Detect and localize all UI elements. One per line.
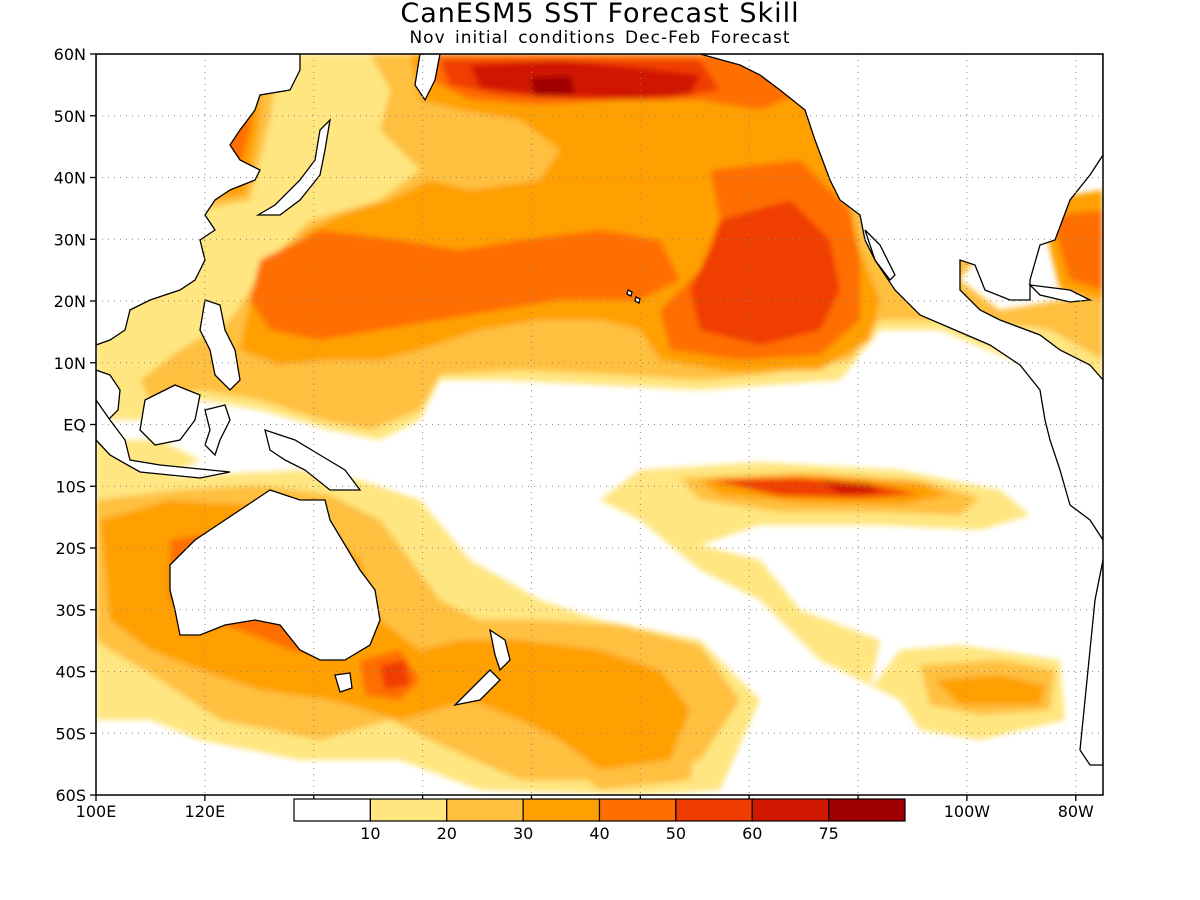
colorbar-box — [598, 798, 677, 822]
borneo-coast — [139, 384, 201, 446]
colorbar-box — [369, 798, 448, 822]
lat-tick-label: 10N — [54, 354, 86, 373]
lat-tick-label: EQ — [63, 416, 86, 435]
colorbar-label: 30 — [513, 824, 533, 843]
skill-level-75 — [530, 76, 575, 96]
kamchatka-coast — [414, 54, 441, 102]
lat-tick-label: 10S — [55, 477, 86, 496]
asia-coast — [96, 54, 301, 346]
colorbar-box — [446, 798, 524, 822]
lat-tick-label: 40S — [55, 663, 86, 682]
lon-tick-label: 120E — [185, 802, 226, 821]
new-guinea-coast — [264, 429, 362, 491]
colorbar-box — [751, 798, 830, 822]
chart-title: CanESM5 SST Forecast Skill — [400, 0, 800, 29]
sumatra-java-coast — [96, 398, 231, 479]
north-america-coast — [699, 54, 1103, 542]
colorbar-label: 10 — [360, 824, 380, 843]
sulawesi-coast — [204, 404, 231, 457]
latitude-axis: 60N 50N 40N 30N 20N 10N EQ 10S 20S 30S 40S 50S 60S — [54, 45, 96, 805]
colorbar-box — [675, 798, 753, 822]
lat-tick-label: 20N — [54, 292, 86, 311]
hawaii-coast — [626, 289, 641, 304]
philippines-coast — [199, 299, 241, 391]
colorbar-label: 75 — [818, 824, 838, 843]
colorbar-label: 40 — [589, 824, 609, 843]
new-zealand-coast — [453, 628, 511, 707]
lat-tick-label: 60S — [55, 786, 86, 805]
colorbar-label: 60 — [742, 824, 762, 843]
colorbar-box — [293, 798, 371, 822]
lon-tick-label: 100W — [944, 802, 991, 821]
tasmania-coast — [334, 672, 353, 693]
lat-tick-label: 50N — [54, 107, 86, 126]
japan-coast — [255, 118, 331, 216]
lat-tick-label: 40N — [54, 169, 86, 188]
colorbar: 10 20 30 40 50 60 75 — [288, 798, 911, 843]
lat-tick-label: 20S — [55, 539, 86, 558]
australia-coast — [169, 489, 381, 661]
colorbar-box — [828, 798, 906, 822]
lat-tick-label: 60N — [54, 45, 86, 64]
south-america-coast — [1079, 559, 1103, 766]
colorbar-label: 20 — [437, 824, 457, 843]
skill-field — [96, 54, 1103, 795]
lat-tick-label: 30N — [54, 230, 86, 249]
coastlines — [96, 54, 1103, 766]
lat-tick-label: 30S — [55, 601, 86, 620]
lon-tick-label: 80W — [1058, 802, 1094, 821]
chart-subtitle: Nov initial conditions Dec-Feb Forecast — [409, 28, 791, 48]
lon-tick-label: 100E — [76, 802, 117, 821]
colorbar-box — [522, 798, 601, 822]
baja-coast — [864, 229, 896, 281]
colorbar-label: 50 — [666, 824, 686, 843]
lat-tick-label: 50S — [55, 724, 86, 743]
